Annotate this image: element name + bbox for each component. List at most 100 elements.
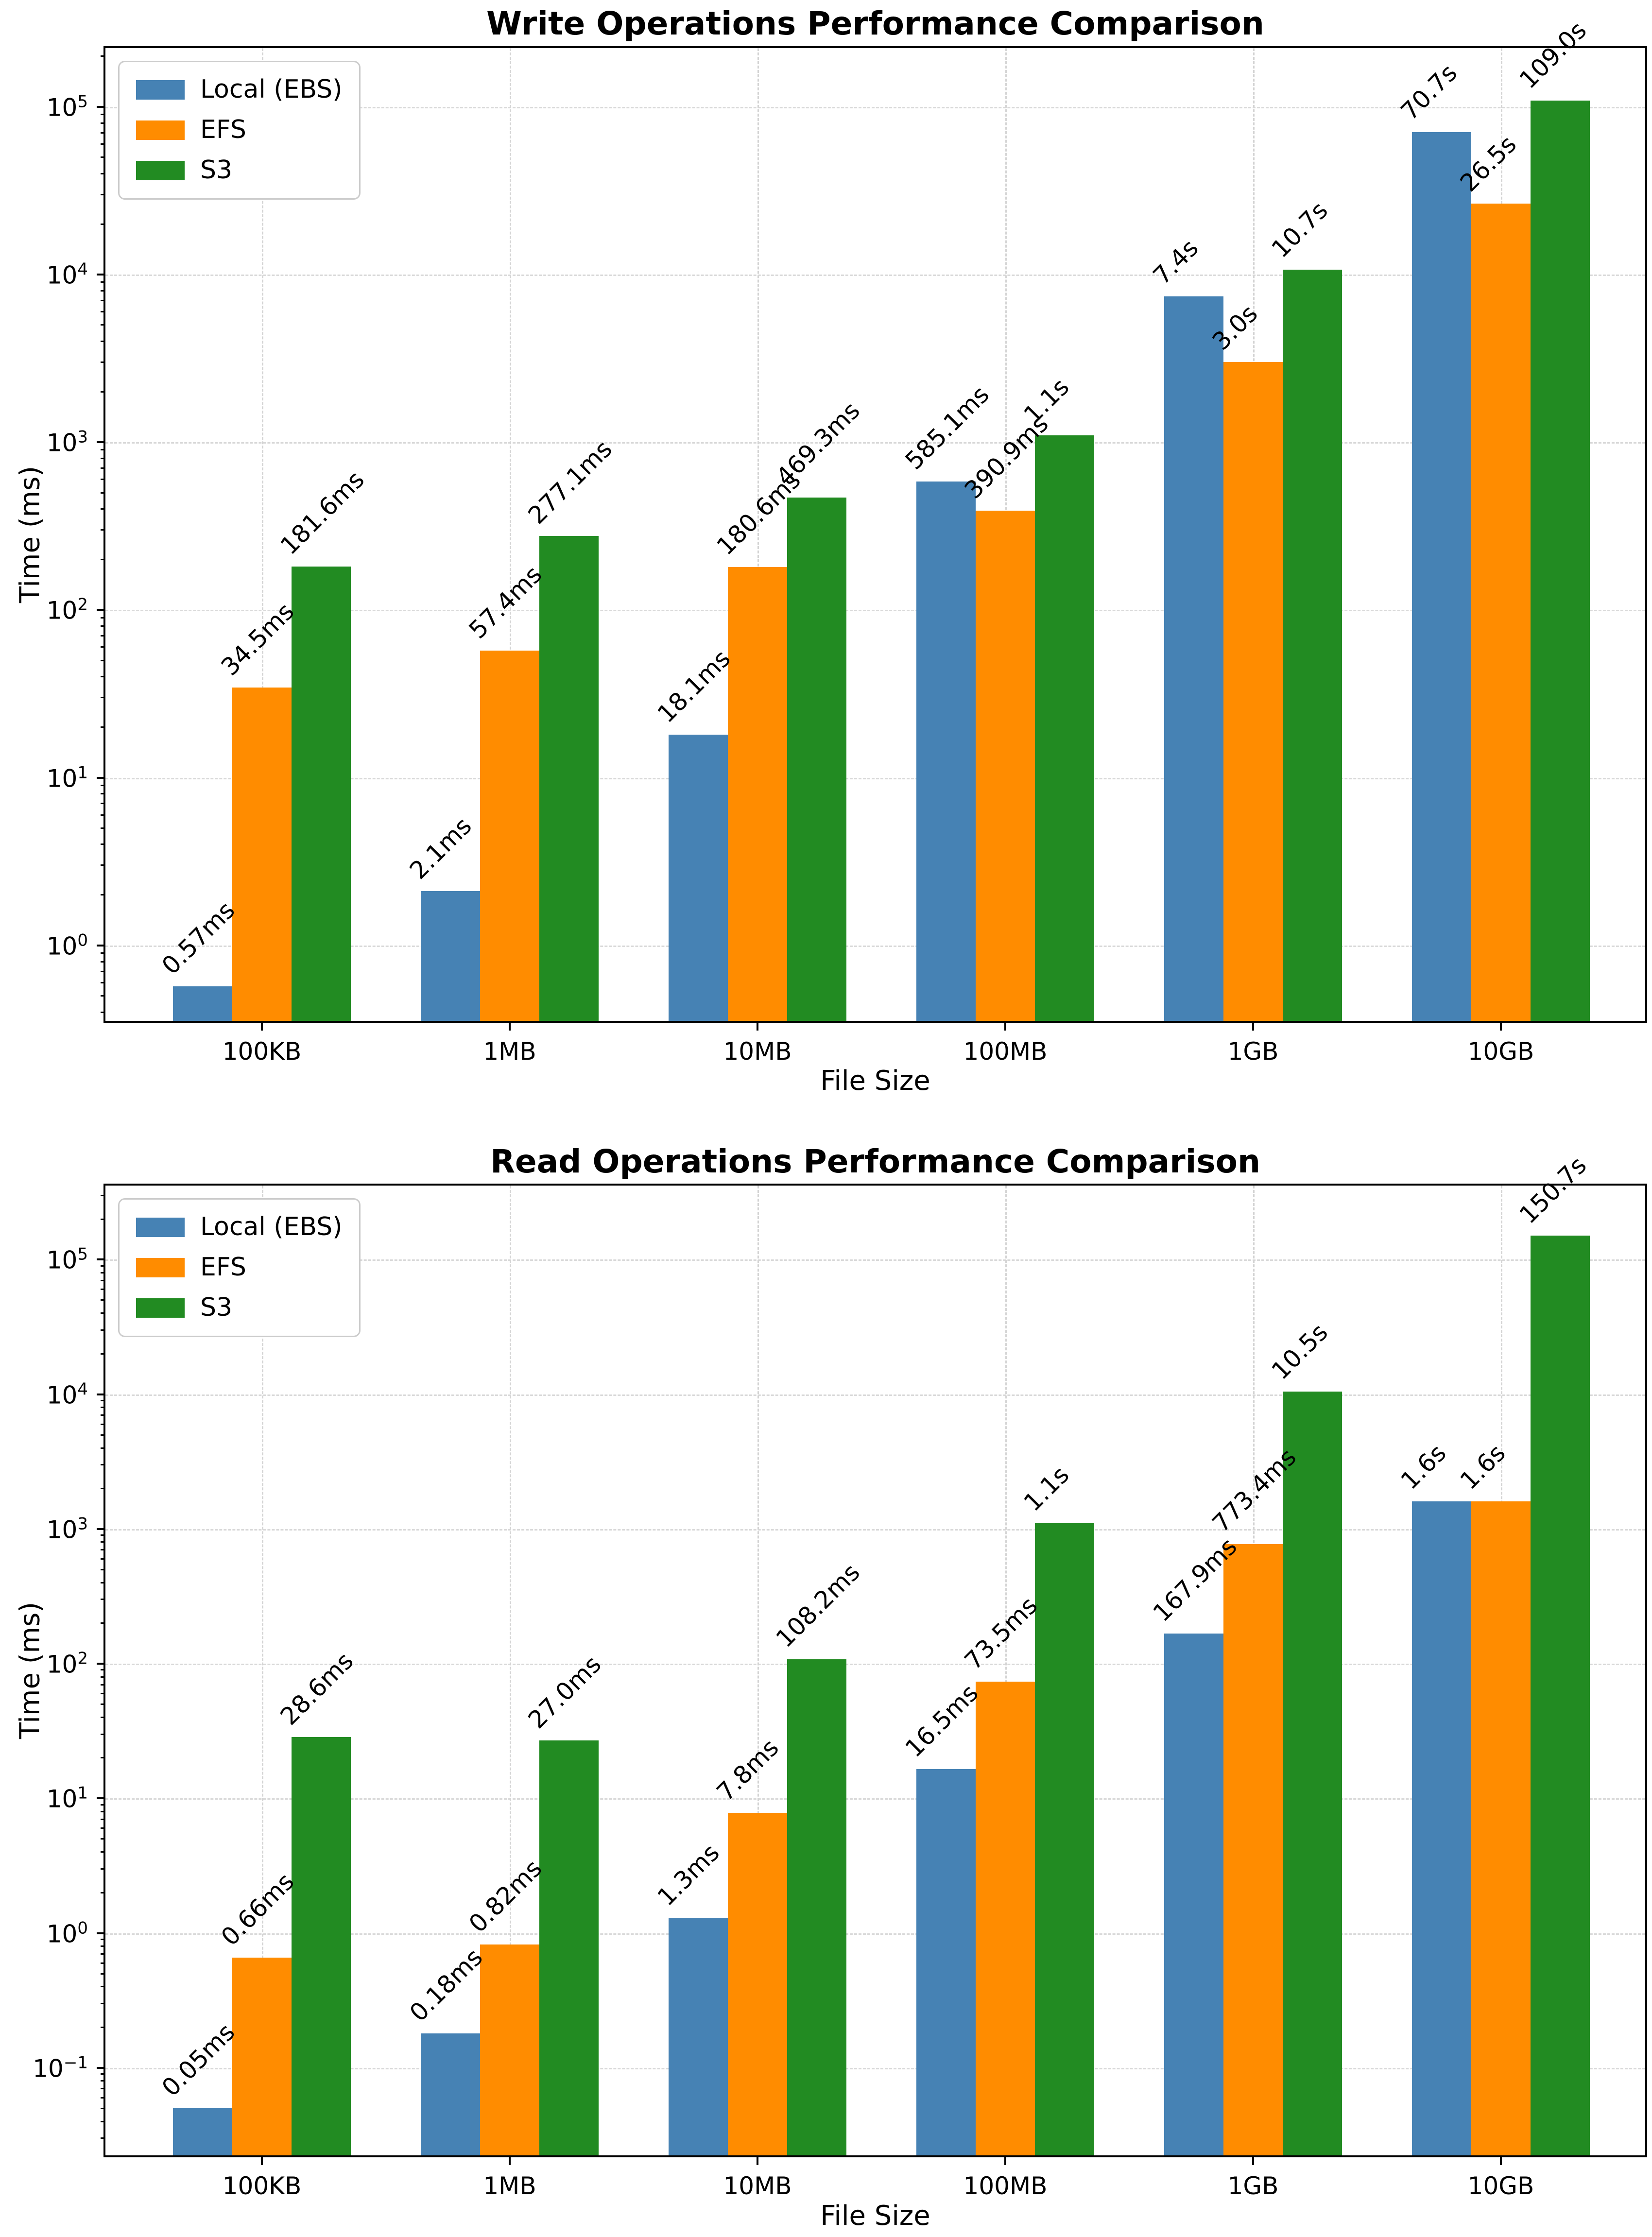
y-minor-tick xyxy=(101,970,105,972)
y-minor-tick xyxy=(101,156,105,158)
legend-item: EFS xyxy=(136,1253,343,1282)
x-gridline xyxy=(757,1186,759,2155)
bar-s3-10gb xyxy=(1531,100,1590,1021)
legend-item: S3 xyxy=(136,156,343,184)
bar-local-ebs--100kb xyxy=(173,2108,232,2155)
read-chart-axes: 0.05ms 0.18ms 1.3ms 16.5ms 167.9ms 1.6s 0.66ms… xyxy=(33,1151,1647,2200)
y-minor-tick xyxy=(101,635,105,637)
y-gridline xyxy=(105,1529,1645,1531)
write-chart-title: Write Operations Performance Comparison xyxy=(486,5,1264,42)
y-tick xyxy=(97,1663,105,1665)
x-tick-label: 100MB xyxy=(963,1037,1048,1066)
bar-local-ebs--100mb xyxy=(916,481,976,1021)
read-chart-title: Read Operations Performance Comparison xyxy=(490,1143,1260,1180)
x-tick xyxy=(509,1021,511,1031)
y-tick xyxy=(97,2066,105,2069)
y-tick-label: 102 xyxy=(46,1649,88,1679)
bar-s3-1mb xyxy=(539,1740,599,2155)
y-gridline xyxy=(105,777,1645,779)
y-tick xyxy=(97,944,105,946)
bar-s3-100mb xyxy=(1035,1523,1094,2155)
y-minor-tick xyxy=(101,529,105,531)
y-gridline xyxy=(105,274,1645,276)
bar-value-label: 277.1ms xyxy=(522,434,618,530)
bar-efs-10mb xyxy=(728,567,787,1021)
y-minor-tick xyxy=(101,1447,105,1449)
bar-local-ebs--10gb xyxy=(1412,1501,1471,2155)
legend: Local (EBS) EFS S3 xyxy=(118,1198,361,1337)
y-gridline xyxy=(105,1664,1645,1666)
y-minor-tick xyxy=(101,299,105,301)
y-tick-label: 102 xyxy=(46,595,88,625)
bar-local-ebs--10gb xyxy=(1412,132,1471,1021)
y-minor-tick xyxy=(101,114,105,116)
y-gridline xyxy=(105,1259,1645,1261)
bar-efs-100mb xyxy=(976,510,1035,1021)
y-minor-tick xyxy=(101,1541,105,1543)
y-tick-label: 105 xyxy=(46,1245,88,1274)
x-gridline xyxy=(262,1186,263,2155)
y-minor-tick xyxy=(101,508,105,510)
y-minor-tick xyxy=(101,1693,105,1695)
bar-local-ebs--100mb xyxy=(916,1769,976,2155)
y-minor-tick xyxy=(101,1464,105,1466)
y-minor-tick xyxy=(101,2097,105,2099)
x-tick xyxy=(1252,2155,1254,2165)
legend-swatch-local-ebs- xyxy=(136,1217,185,1237)
y-minor-tick xyxy=(101,784,105,786)
write-chart-axes: 0.57ms 2.1ms 18.1ms 585.1ms 7.4s 70.7s 34.5ms 5… xyxy=(47,16,1647,1066)
y-minor-tick xyxy=(101,172,105,174)
y-minor-tick xyxy=(101,814,105,816)
y-tick-label: 10−1 xyxy=(33,2053,88,2083)
y-minor-tick xyxy=(101,1818,105,1820)
y-tick-label: 103 xyxy=(46,427,88,457)
y-minor-tick xyxy=(101,1558,105,1560)
y-tick xyxy=(97,441,105,444)
bar-value-label: 181.6ms xyxy=(275,465,370,560)
y-minor-tick xyxy=(101,143,105,145)
legend: Local (EBS) EFS S3 xyxy=(118,61,361,200)
bar-efs-10gb xyxy=(1471,1501,1531,2155)
x-gridline xyxy=(757,48,759,1021)
legend-item: Local (EBS) xyxy=(136,75,343,103)
y-minor-tick xyxy=(101,558,105,560)
y-minor-tick xyxy=(101,1669,105,1671)
x-tick xyxy=(261,1021,263,1031)
legend-label: EFS xyxy=(200,1253,246,1282)
y-minor-tick xyxy=(101,1423,105,1425)
y-minor-tick xyxy=(101,1676,105,1678)
y-tick-label: 104 xyxy=(46,1379,88,1410)
x-tick xyxy=(1252,1021,1254,1031)
x-tick-label: 10GB xyxy=(1467,2172,1534,2200)
y-minor-tick xyxy=(101,458,105,460)
y-tick-label: 101 xyxy=(46,1784,88,1813)
y-gridline xyxy=(105,1933,1645,1935)
y-tick xyxy=(97,1797,105,1800)
bar-local-ebs--1mb xyxy=(421,2033,480,2155)
y-minor-tick xyxy=(101,2137,105,2139)
y-minor-tick xyxy=(101,223,105,225)
y-minor-tick xyxy=(101,995,105,997)
x-tick xyxy=(1500,2155,1502,2165)
x-gridline xyxy=(262,48,263,1021)
x-tick xyxy=(509,2155,511,2165)
x-tick xyxy=(1004,2155,1006,2165)
bar-local-ebs--1gb xyxy=(1164,1633,1223,2155)
y-minor-tick xyxy=(101,827,105,829)
y-minor-tick xyxy=(101,676,105,678)
y-minor-tick xyxy=(101,1582,105,1583)
y-minor-tick xyxy=(101,311,105,313)
y-minor-tick xyxy=(101,1953,105,1955)
y-minor-tick xyxy=(101,1716,105,1718)
x-gridline xyxy=(1005,1186,1007,2155)
y-minor-tick xyxy=(101,1851,105,1853)
y-tick xyxy=(97,609,105,611)
bar-local-ebs--1mb xyxy=(421,891,480,1021)
bar-efs-1gb xyxy=(1223,362,1283,1021)
bar-value-label: 1.6s xyxy=(1395,1439,1452,1496)
y-minor-tick xyxy=(101,1568,105,1570)
axes-right-spine xyxy=(1645,46,1647,1023)
y-minor-tick xyxy=(101,1414,105,1416)
y-minor-tick xyxy=(101,1272,105,1273)
y-minor-tick xyxy=(101,122,105,124)
